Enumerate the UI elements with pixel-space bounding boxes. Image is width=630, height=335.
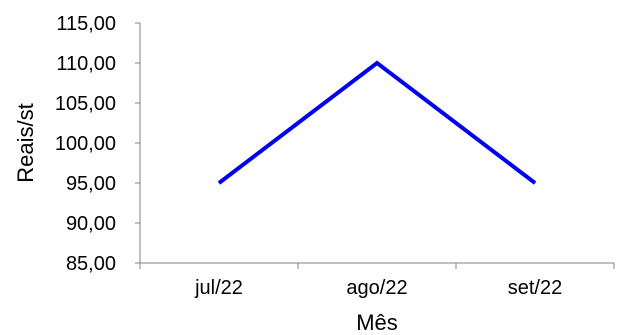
x-axis-ticks: jul/22 ago/22 set/22 <box>139 263 615 299</box>
y-tick-label: 115,00 <box>56 13 116 35</box>
data-point <box>218 182 220 184</box>
y-tick-label: 90,00 <box>66 213 116 235</box>
y-tick-label: 110,00 <box>56 53 116 75</box>
y-axis-title: Reais/st <box>13 103 38 182</box>
y-axis-ticks: 85,00 90,00 95,00 100,00 105,00 110,00 115,00 <box>55 13 140 275</box>
y-tick-label: 95,00 <box>66 173 116 195</box>
x-axis-title: Mês <box>356 310 398 335</box>
x-tick-label: jul/22 <box>194 277 243 299</box>
data-point <box>534 182 536 184</box>
series-line <box>217 60 537 185</box>
y-tick-label: 85,00 <box>66 253 116 275</box>
y-tick-label: 100,00 <box>55 133 116 155</box>
y-tick-label: 105,00 <box>55 93 116 115</box>
x-tick-label: set/22 <box>508 277 562 299</box>
data-point <box>376 62 378 64</box>
x-tick-label: ago/22 <box>346 277 407 299</box>
series-layer <box>217 60 537 185</box>
